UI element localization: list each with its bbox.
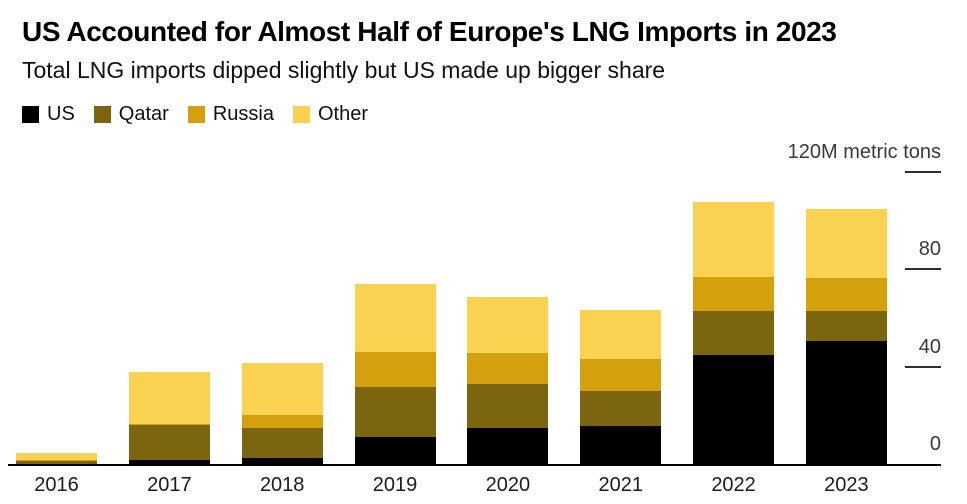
- bar-segment-russia-2019: [354, 352, 436, 388]
- x-axis-labels: 2016 2017 2018 2019 2020 2021 2022 2023: [16, 474, 887, 497]
- bar-segment-other-2023: [805, 208, 887, 278]
- legend-swatch-russia: [187, 106, 205, 123]
- legend-label: US: [47, 103, 75, 125]
- bar-segment-russia-2022: [693, 276, 775, 311]
- bar-segment-qatar-2019: [354, 387, 436, 438]
- bar-2017: [128, 371, 210, 464]
- legend-label: Other: [317, 103, 368, 125]
- x-axis-label-2017: 2017: [147, 474, 192, 496]
- x-axis-label-2018: 2018: [259, 474, 305, 496]
- bar-2022: [693, 202, 775, 464]
- bar-segment-other-2016: [16, 453, 97, 461]
- legend-item-qatar: Qatar: [93, 103, 169, 126]
- legend-item-russia: Russia: [187, 103, 274, 126]
- x-axis-label-2019: 2019: [372, 474, 418, 496]
- bar-segment-us-2022: [693, 354, 775, 464]
- y-axis-tick-80: [905, 268, 941, 271]
- x-axis-label-2021: 2021: [598, 474, 643, 496]
- bar-segment-qatar-2018: [241, 427, 323, 458]
- bar-segment-us-2020: [467, 427, 549, 464]
- bar-segment-us-2017: [128, 460, 210, 464]
- bar-2020: [467, 297, 549, 464]
- bar-segment-us-2018: [241, 457, 323, 464]
- bar-segment-other-2020: [467, 297, 549, 354]
- legend-item-other: Other: [292, 103, 368, 126]
- bar-segment-russia-2017: [128, 423, 210, 426]
- legend-item-us: US: [22, 103, 75, 126]
- legend-swatch-us: [22, 106, 39, 123]
- plot-area: [16, 140, 887, 464]
- bar-segment-other-2021: [580, 309, 662, 360]
- chart-subtitle: Total LNG imports dipped slightly but US…: [22, 57, 666, 83]
- bar-segment-qatar-2016: [16, 461, 97, 464]
- x-axis-line: [8, 464, 941, 466]
- x-axis-label-2023: 2023: [824, 474, 869, 496]
- chart-area: 120M metric tons 2016 2017 2018 2019 2020 202…: [0, 140, 967, 504]
- bar-segment-russia-2020: [467, 353, 549, 384]
- legend-label: Russia: [212, 103, 274, 125]
- bar-segment-us-2019: [354, 437, 436, 464]
- bar-2023: [805, 208, 887, 464]
- legend-swatch-other: [292, 106, 310, 123]
- legend: US Qatar Russia Other: [22, 103, 368, 126]
- bar-2019: [354, 283, 436, 464]
- x-axis-label-2020: 2020: [485, 474, 531, 496]
- y-axis-tick-label-80: 80: [918, 238, 941, 261]
- bar-segment-qatar-2017: [128, 425, 210, 461]
- bar-segment-qatar-2020: [467, 383, 549, 428]
- bar-2016: [16, 453, 97, 464]
- chart-title: US Accounted for Almost Half of Europe's…: [22, 16, 837, 47]
- bar-2021: [580, 309, 662, 464]
- x-axis-label-2016: 2016: [34, 474, 79, 496]
- bar-segment-us-2021: [580, 426, 662, 464]
- bar-segment-other-2019: [354, 283, 436, 353]
- y-axis-unit-label: 120M metric tons: [787, 141, 941, 163]
- bar-segment-qatar-2023: [805, 310, 887, 342]
- bar-segment-qatar-2022: [693, 310, 775, 355]
- bar-segment-russia-2016: [16, 460, 97, 462]
- x-axis-label-2022: 2022: [711, 474, 756, 496]
- y-axis-tick-40: [905, 365, 941, 368]
- y-axis-tick-120: [905, 171, 941, 173]
- bar-segment-russia-2023: [805, 277, 887, 311]
- bar-segment-russia-2021: [580, 359, 662, 392]
- legend-label: Qatar: [118, 103, 169, 125]
- bar-segment-russia-2018: [241, 415, 323, 428]
- bar-segment-other-2017: [128, 371, 210, 424]
- bar-segment-other-2018: [241, 363, 323, 416]
- bar-segment-qatar-2021: [580, 391, 662, 427]
- bar-segment-us-2023: [805, 341, 887, 464]
- legend-swatch-qatar: [93, 106, 111, 123]
- bar-segment-other-2022: [693, 202, 775, 277]
- y-axis-tick-label-40: 40: [918, 335, 941, 358]
- y-axis-tick-label-0: 0: [929, 433, 941, 455]
- bar-2018: [241, 363, 323, 464]
